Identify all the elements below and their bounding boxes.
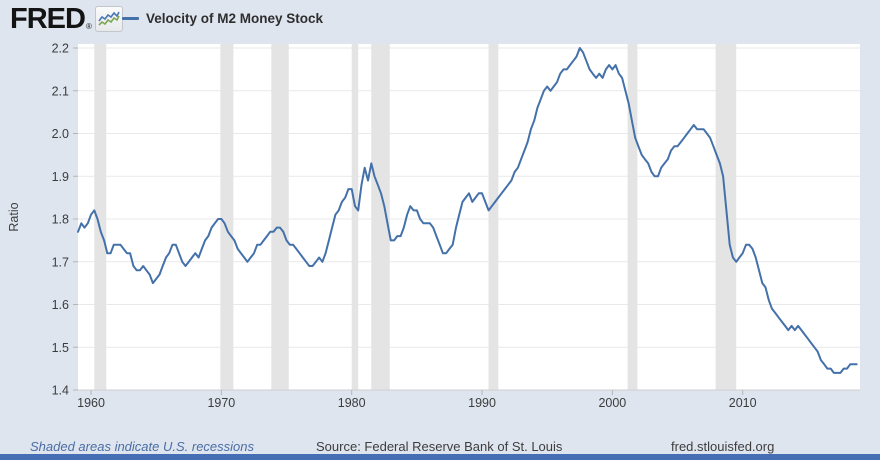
data-series-line [77, 47, 858, 374]
site-link[interactable]: fred.stlouisfed.org [671, 439, 775, 454]
x-tick-label: 1960 [77, 396, 105, 410]
legend-series-label: Velocity of M2 Money Stock [146, 11, 324, 26]
fred-logo-chart-icon [94, 6, 123, 32]
legend-line-swatch [122, 17, 139, 20]
chart-footer: Shaded areas indicate U.S. recessions So… [0, 439, 880, 455]
recession-band [371, 44, 390, 390]
source-text: Source: Federal Reserve Bank of St. Loui… [316, 439, 563, 454]
x-tick-label: 1970 [207, 396, 235, 410]
recession-note: Shaded areas indicate U.S. recessions [30, 439, 255, 454]
fred-logo-text: FRED [10, 3, 86, 35]
chart-header: FRED ® Velocity of M2 Money Stock [0, 0, 880, 40]
plot-area[interactable] [78, 44, 860, 390]
x-tick-label: 1990 [468, 396, 496, 410]
recession-band [94, 44, 107, 390]
x-tick-label: 2000 [598, 396, 626, 410]
x-tick-label: 2010 [729, 396, 757, 410]
recession-band [351, 44, 359, 390]
bottom-accent-bar [0, 454, 880, 460]
y-tick-label: 2.0 [52, 127, 69, 141]
y-tick-label: 1.4 [52, 384, 69, 398]
recession-band [715, 44, 737, 390]
recession-band [488, 44, 499, 390]
chart-legend: Velocity of M2 Money Stock [122, 11, 323, 26]
y-tick-label: 1.6 [52, 298, 69, 312]
registered-trademark-icon: ® [85, 22, 92, 31]
x-tick-label: 1980 [338, 396, 366, 410]
recession-band [627, 44, 638, 390]
fred-logo[interactable]: FRED ® [10, 4, 123, 34]
y-tick-label: 1.8 [52, 213, 69, 227]
y-axis-title: Ratio [7, 202, 21, 232]
recession-band [271, 44, 289, 390]
y-tick-label: 2.1 [52, 84, 69, 98]
y-tick-label: 1.5 [52, 341, 69, 355]
y-tick-label: 1.7 [52, 255, 69, 269]
recession-band [220, 44, 234, 390]
y-tick-label: 2.2 [52, 42, 69, 56]
y-tick-label: 1.9 [52, 170, 69, 184]
